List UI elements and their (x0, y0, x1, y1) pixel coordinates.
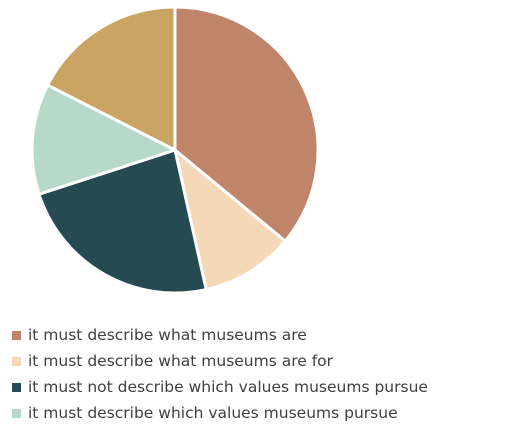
pie-slice-4 (30, 83, 177, 196)
legend-swatch (12, 408, 21, 418)
legend-item: it must not describe which values museum… (12, 374, 527, 400)
legend-item: it must describe which values museums pu… (12, 400, 527, 426)
legend-swatch (12, 382, 21, 392)
legend-label: it must describe which values museums pu… (28, 404, 398, 422)
legend-swatch (12, 356, 21, 366)
legend-label: it must not describe which values museum… (28, 378, 428, 396)
pie-slice-5 (46, 5, 177, 152)
legend-label: it must describe what museums are (28, 326, 307, 344)
pie-slice-2 (173, 148, 287, 292)
legend-item: it must describe what museums are for (12, 348, 527, 374)
chart-legend: it must describe what museums are it mus… (12, 322, 527, 426)
legend-label: it must describe what museums are for (28, 352, 334, 370)
pie-slice-3 (37, 148, 208, 295)
pie-slice-1 (173, 5, 320, 243)
pie-slices (30, 5, 320, 295)
legend-swatch (12, 330, 21, 340)
legend-item: it must describe what museums are (12, 322, 527, 348)
